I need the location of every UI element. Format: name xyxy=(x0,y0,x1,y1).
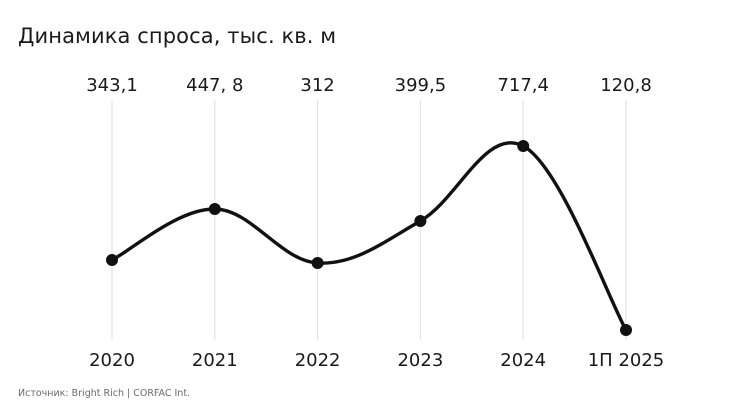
data-point-3 xyxy=(414,215,427,227)
x-tick-label-4: 2024 xyxy=(500,350,546,371)
x-tick-label-1: 2021 xyxy=(192,350,238,371)
data-point-0 xyxy=(106,254,118,266)
data-label-3: 399,5 xyxy=(395,75,447,96)
source-note: Источник: Bright Rich | CORFAC Int. xyxy=(18,388,191,399)
data-point-1 xyxy=(208,203,221,215)
data-label-0: 343,1 xyxy=(86,75,138,96)
data-label-5: 120,8 xyxy=(600,75,652,96)
x-tick-label-3: 2023 xyxy=(397,350,443,371)
data-label-2: 312 xyxy=(300,75,334,96)
data-label-4: 717,4 xyxy=(497,75,549,96)
x-tick-label-5: 1П 2025 xyxy=(588,350,665,371)
data-point-4 xyxy=(517,140,530,152)
x-tick-label-2: 2022 xyxy=(295,350,341,371)
data-point-5 xyxy=(620,324,632,336)
data-point-2 xyxy=(311,257,324,269)
series-line xyxy=(110,141,628,332)
chart-title: Динамика спроса, тыс. кв. м xyxy=(18,24,337,48)
x-tick-label-0: 2020 xyxy=(89,350,135,371)
data-label-1: 447, 8 xyxy=(186,75,243,96)
